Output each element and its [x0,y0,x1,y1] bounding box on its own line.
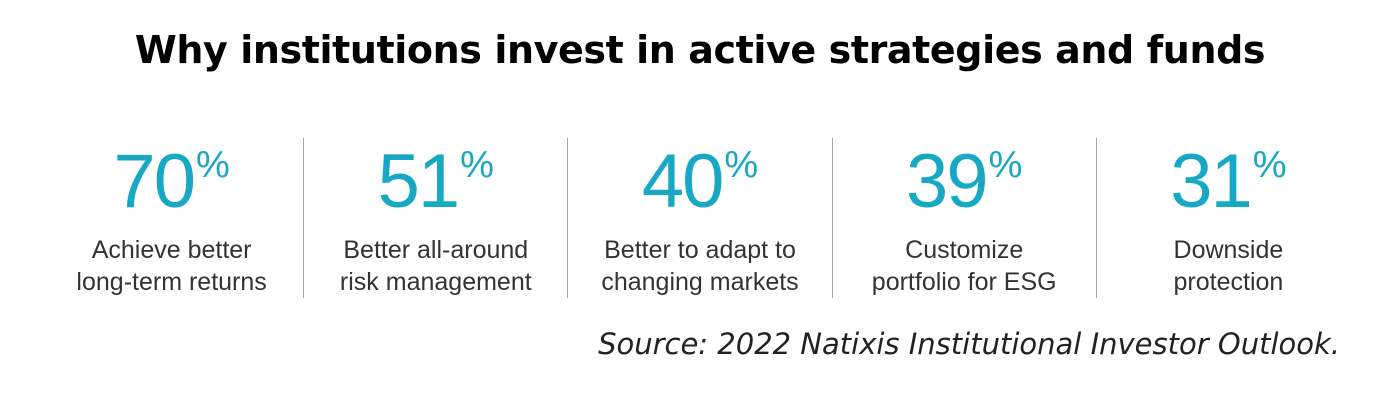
source-citation: Source: 2022 Natixis Institutional Inves… [598,327,1340,361]
stat-label: Customize portfolio for ESG [871,236,1057,296]
stat-value: 40 % [642,142,758,234]
stat-number: 39 [906,139,989,224]
stats-row: 70 % Achieve better long-term returns 51… [40,138,1360,298]
percent-sign: % [460,144,494,186]
stat-item: 39 % Customize portfolio for ESG [831,138,1096,298]
stat-label: Better all-around risk management [339,236,532,296]
stat-item: 40 % Better to adapt to changing markets [567,138,831,298]
percent-sign: % [988,144,1023,186]
percent-sign: % [724,144,759,186]
stat-item: 51 % Better all-around risk management [303,138,567,298]
stat-number: 51 [377,139,461,224]
stat-value: 70 % [113,142,229,234]
stat-item: 31 % Downside protection [1095,138,1360,298]
percent-sign: % [1252,144,1287,186]
stat-label: Achieve better long-term returns [76,236,267,296]
stat-number: 40 [641,139,725,224]
percent-sign: % [195,144,230,186]
stat-number: 70 [113,139,196,224]
stat-value: 51 % [378,142,494,234]
page-title: Why institutions invest in active strate… [134,28,1266,72]
stat-label: Better to adapt to changing markets [601,236,799,296]
stat-label: Downside protection [1173,236,1284,296]
stat-value: 39 % [906,142,1022,234]
stat-item: 70 % Achieve better long-term returns [40,138,303,298]
stat-number: 31 [1170,139,1253,224]
stat-value: 31 % [1170,142,1286,234]
